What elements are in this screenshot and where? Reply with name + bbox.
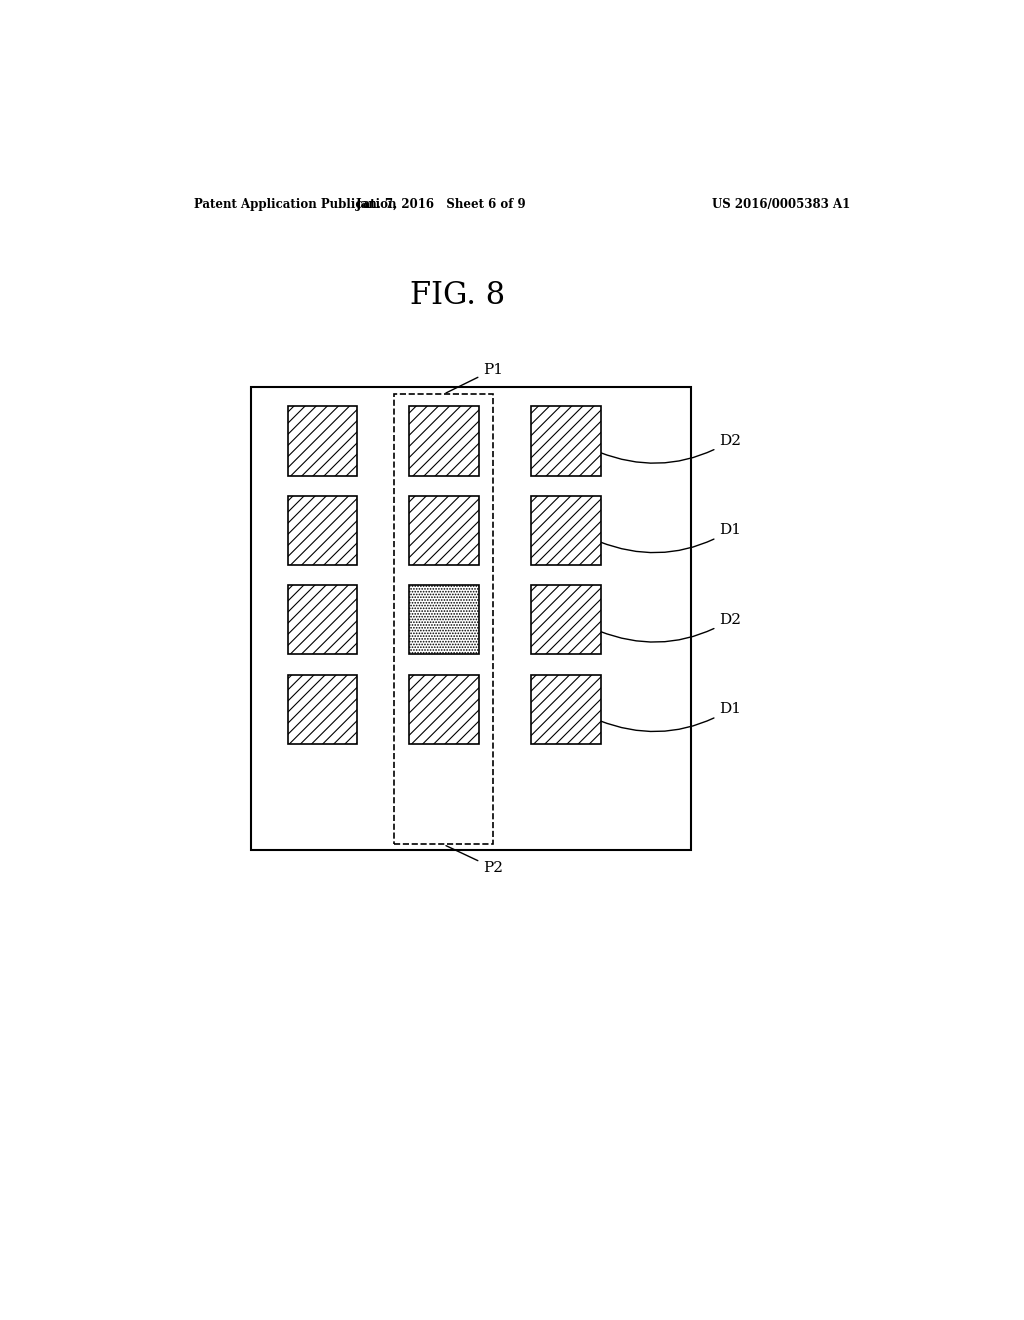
Bar xyxy=(409,675,479,744)
Bar xyxy=(288,675,357,744)
Bar xyxy=(394,395,494,845)
Bar xyxy=(531,407,601,475)
Text: Patent Application Publication: Patent Application Publication xyxy=(194,198,396,211)
Bar xyxy=(531,496,601,565)
Text: FIG. 8: FIG. 8 xyxy=(410,280,505,312)
Text: D1: D1 xyxy=(600,702,741,731)
Bar xyxy=(531,675,601,744)
Bar xyxy=(288,407,357,475)
Bar xyxy=(251,387,691,850)
Bar xyxy=(409,407,479,475)
Bar xyxy=(409,496,479,565)
Text: P1: P1 xyxy=(445,363,503,393)
Bar xyxy=(531,585,601,655)
Text: US 2016/0005383 A1: US 2016/0005383 A1 xyxy=(712,198,850,211)
Bar xyxy=(288,585,357,655)
Text: D2: D2 xyxy=(600,612,741,642)
Text: D2: D2 xyxy=(600,434,741,463)
Text: D1: D1 xyxy=(600,524,741,553)
Bar xyxy=(409,585,479,655)
Text: P2: P2 xyxy=(446,846,503,875)
Bar xyxy=(288,496,357,565)
Text: Jan. 7, 2016   Sheet 6 of 9: Jan. 7, 2016 Sheet 6 of 9 xyxy=(356,198,526,211)
